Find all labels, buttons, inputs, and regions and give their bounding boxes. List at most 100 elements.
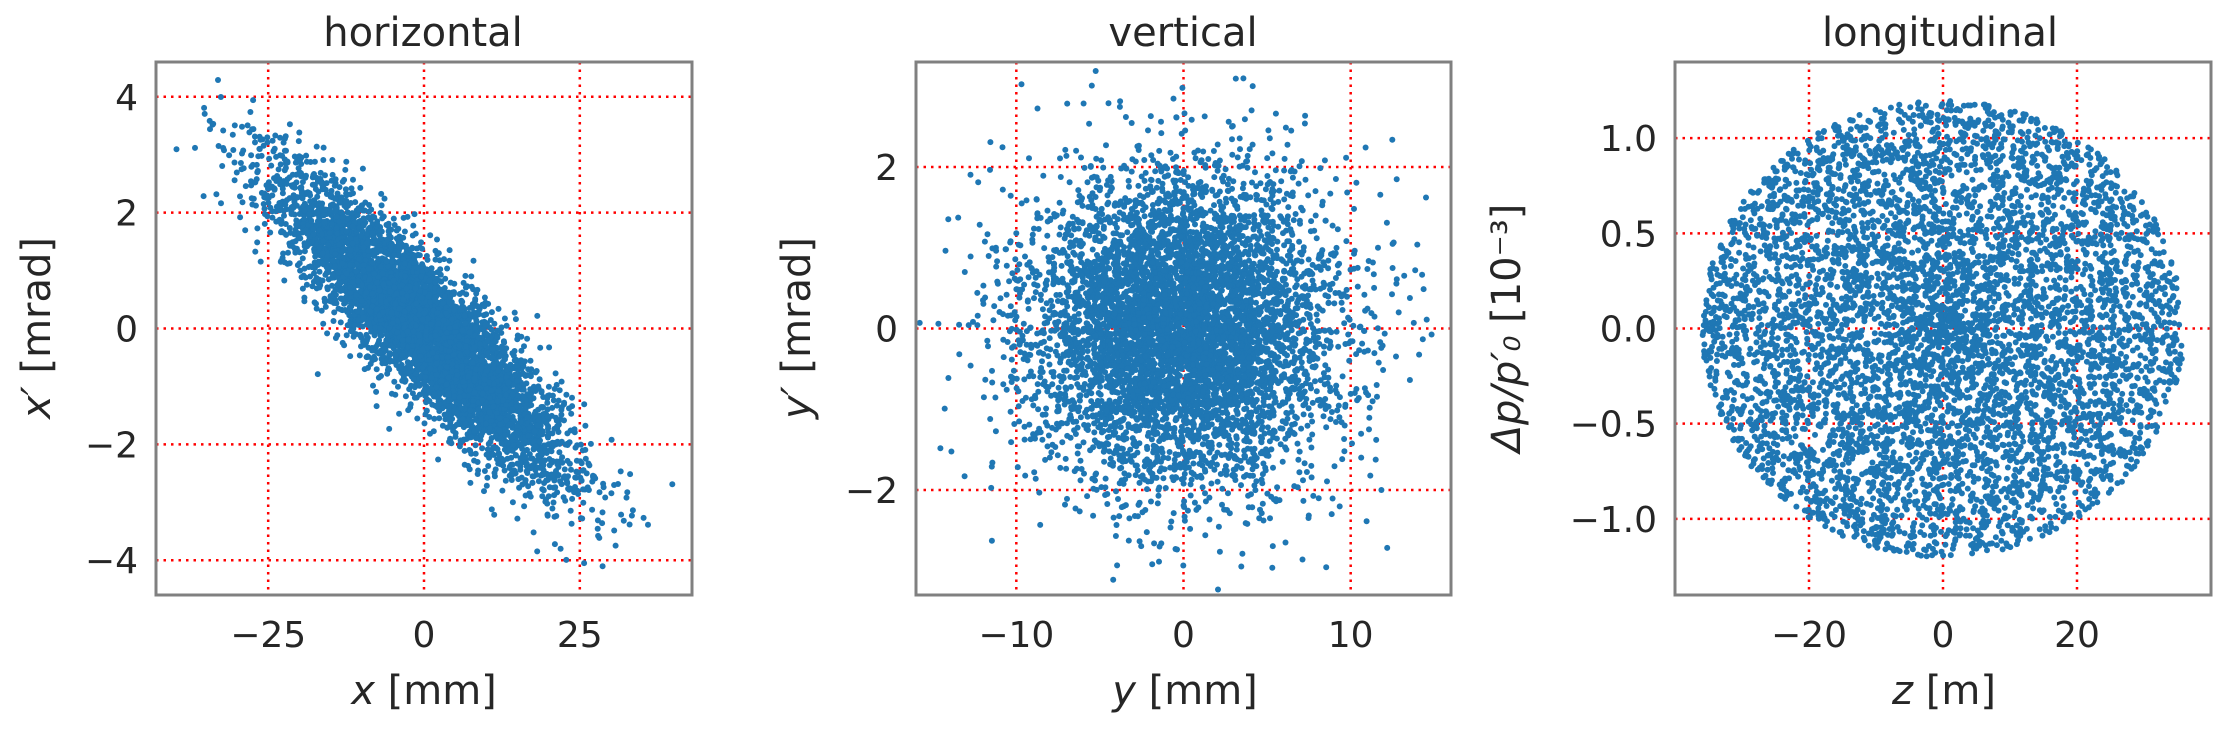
scatter-point (386, 425, 393, 432)
scatter-point (498, 440, 505, 447)
scatter-point (527, 386, 534, 393)
scatter-point (257, 136, 264, 143)
scatter-point (279, 254, 286, 261)
scatter-point (489, 450, 496, 457)
scatter-point (577, 441, 584, 448)
scatter-point (233, 169, 240, 176)
scatter-point (669, 481, 676, 488)
scatter-point (501, 315, 508, 322)
scatter-point (337, 319, 344, 326)
scatter-point (558, 404, 565, 411)
scatter-point (474, 471, 481, 477)
scatter-point (272, 132, 279, 139)
scatter-point (521, 503, 528, 510)
scatter-point (535, 478, 542, 485)
scatter-point (401, 228, 408, 235)
scatter-point (411, 211, 418, 218)
scatter-point (546, 344, 553, 351)
scatter-point (611, 527, 618, 534)
scatter-point (237, 214, 244, 221)
scatter-point (447, 436, 454, 443)
scatter-point (251, 133, 258, 140)
scatter-point (491, 511, 498, 518)
scatter-point (508, 470, 515, 477)
scatter-point (574, 487, 581, 494)
scatter-point (524, 335, 531, 342)
scatter-point (599, 520, 606, 527)
scatter-point (554, 423, 561, 430)
scatter-point (509, 499, 516, 506)
scatter-point (528, 402, 535, 409)
scatter-point (435, 456, 442, 463)
scatter-point (316, 268, 323, 275)
scatter-point (552, 370, 559, 377)
scatter-point (373, 366, 380, 373)
scatter-point (338, 194, 345, 201)
scatter-point (378, 202, 385, 209)
scatter-point (283, 180, 290, 187)
scatter-point (559, 454, 566, 461)
scatter-point (441, 256, 447, 263)
scatter-point (575, 469, 582, 476)
scatter-point (375, 255, 382, 262)
scatter-point (358, 343, 364, 350)
scatter-point (266, 155, 273, 162)
scatter-point (485, 463, 492, 469)
scatter-point (231, 122, 238, 129)
scatter-point (568, 410, 575, 417)
scatter-point (549, 505, 556, 512)
scatter-point (461, 447, 468, 454)
scatter-point (322, 271, 329, 278)
scatter-point (341, 176, 348, 183)
scatter-point (552, 484, 559, 491)
scatter-point (551, 385, 558, 392)
scatter-point (555, 429, 562, 435)
scatter-point (298, 190, 305, 196)
scatter-point (391, 222, 398, 228)
scatter-point (301, 294, 308, 301)
scatter-point (558, 378, 565, 385)
scatter-point (414, 415, 421, 422)
scatter-point (311, 158, 318, 165)
scatter-point (612, 542, 619, 549)
scatter-point (433, 384, 440, 391)
scatter-point (473, 303, 480, 309)
scatter-point (516, 484, 523, 491)
scatter-point (627, 471, 634, 478)
scatter-point (551, 541, 558, 548)
scatter-point (530, 529, 537, 536)
scatter-point (301, 216, 308, 222)
scatter-point (432, 256, 439, 263)
scatter-point (339, 339, 346, 346)
scatter-point (522, 372, 529, 379)
scatter-point (428, 265, 435, 272)
scatter-point (569, 394, 575, 401)
scatter-point (253, 161, 260, 168)
scatter-point (332, 291, 339, 298)
scatter-point (421, 420, 428, 427)
scatter-point (237, 160, 244, 166)
scatter-point (446, 257, 453, 264)
scatter-point (499, 487, 506, 494)
scatter-point (270, 148, 277, 155)
scatter-point (596, 534, 603, 541)
scatter-point (578, 477, 585, 484)
scatter-point (268, 162, 275, 169)
scatter-point (409, 390, 416, 397)
scatter-point (470, 257, 477, 264)
scatter-point (623, 494, 630, 501)
scatter-point (502, 386, 509, 392)
scatter-point (264, 139, 271, 146)
scatter-point (267, 229, 274, 236)
scatter-point (511, 309, 518, 316)
scatter-point (297, 157, 303, 163)
scatter-point (495, 305, 502, 312)
scatter-point (544, 399, 551, 406)
scatter-point (262, 211, 268, 218)
scatter-point (244, 122, 251, 129)
scatter-point (261, 220, 268, 227)
scatter-point (217, 94, 224, 100)
scatter-point (629, 507, 636, 514)
scatter-point (474, 459, 481, 465)
